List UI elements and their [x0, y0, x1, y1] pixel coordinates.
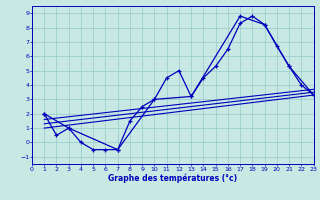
X-axis label: Graphe des températures (°c): Graphe des températures (°c): [108, 173, 237, 183]
